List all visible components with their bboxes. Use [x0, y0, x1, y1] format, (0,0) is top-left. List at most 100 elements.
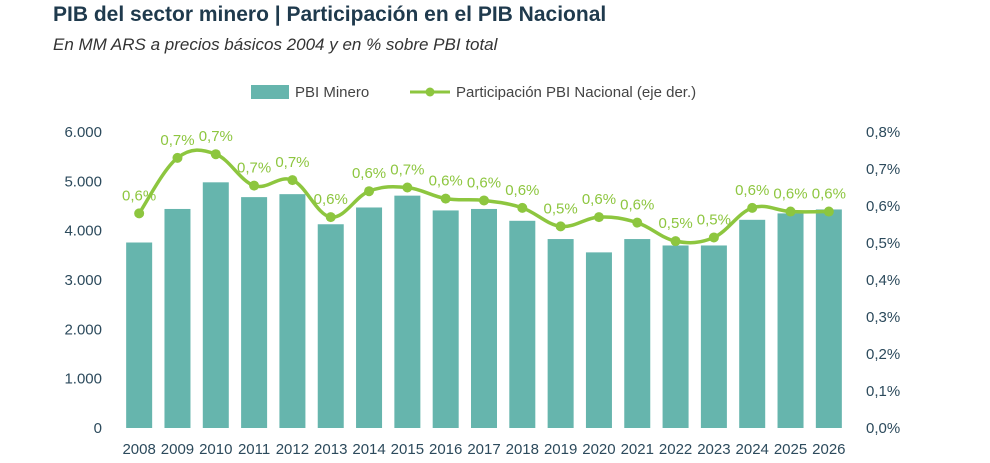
x-tick-label: 2021 [621, 441, 654, 458]
bar [432, 210, 459, 428]
line-marker [670, 236, 681, 247]
bar [585, 252, 612, 428]
data-label: 0,5% [697, 211, 731, 228]
line-marker [210, 149, 221, 160]
line-marker [402, 182, 413, 193]
bar [126, 242, 153, 428]
data-label: 0,6% [429, 173, 463, 190]
bar [662, 245, 689, 428]
bar [317, 224, 344, 428]
data-label: 0,6% [812, 186, 846, 203]
y-right-tick-label: 0,1% [866, 383, 900, 400]
data-label: 0,6% [773, 186, 807, 203]
y-right-tick-label: 0,3% [866, 309, 900, 326]
line-marker [632, 217, 643, 228]
x-tick-label: 2020 [582, 441, 615, 458]
data-label: 0,5% [658, 215, 692, 232]
bar [164, 208, 191, 428]
x-tick-label: 2024 [736, 441, 769, 458]
data-label: 0,7% [199, 128, 233, 145]
x-tick-label: 2026 [812, 441, 845, 458]
y-left-tick-label: 4.000 [64, 223, 102, 240]
y-right-tick-label: 0,2% [866, 346, 900, 363]
x-tick-label: 2015 [391, 441, 424, 458]
y-left-tick-label: 1.000 [64, 371, 102, 388]
line-marker [593, 212, 604, 223]
y-left-tick-label: 5.000 [64, 173, 102, 190]
x-tick-label: 2011 [238, 441, 270, 458]
line-marker [708, 232, 719, 243]
bar [241, 197, 268, 428]
y-left-tick-label: 3.000 [64, 272, 102, 289]
x-tick-label: 2013 [314, 441, 347, 458]
x-tick-label: 2025 [774, 441, 807, 458]
bar [471, 208, 497, 428]
x-tick-label: 2023 [697, 441, 730, 458]
legend: PBI Minero Participación PBI Nacional (e… [251, 84, 696, 101]
bar [394, 195, 421, 428]
line-marker [747, 202, 758, 213]
bar [739, 219, 766, 428]
x-tick-label: 2014 [352, 441, 385, 458]
bar [509, 220, 536, 428]
legend-label-bar: PBI Minero [295, 84, 369, 101]
data-label: 0,6% [352, 165, 386, 182]
x-tick-label: 2008 [122, 441, 155, 458]
y-axis-right: 0,0% 0,1% 0,2% 0,3% 0,4% 0,5% 0,6% 0,7% 0,8% [866, 124, 900, 437]
y-right-tick-label: 0,8% [866, 124, 900, 141]
bar [279, 194, 306, 428]
line-marker [555, 221, 566, 232]
bar [356, 207, 383, 428]
data-label: 0,7% [390, 162, 424, 179]
data-label: 0,6% [467, 174, 501, 191]
line-marker [517, 202, 528, 213]
line-marker [785, 206, 796, 217]
chart-subtitle: En MM ARS a precios básicos 2004 y en % … [53, 35, 498, 54]
line-marker [172, 152, 183, 163]
data-label: 0,7% [237, 160, 271, 177]
bar [624, 239, 651, 428]
bar-series [126, 182, 842, 428]
data-label: 0,6% [582, 191, 616, 208]
data-label: 0,6% [122, 187, 156, 204]
data-label: 0,5% [544, 200, 578, 217]
bar [777, 213, 804, 428]
data-label: 0,6% [620, 197, 654, 214]
data-label: 0,7% [160, 132, 194, 149]
x-tick-label: 2016 [429, 441, 462, 458]
line-marker [325, 212, 336, 223]
data-labels: 0,6%0,7% 0,7%0,7% 0,7%0,6%0,6% 0,7%0,6% 0,6%… [122, 128, 846, 232]
bar [700, 245, 727, 428]
line-marker [249, 180, 260, 191]
y-right-tick-label: 0,5% [866, 235, 900, 252]
line-marker [364, 186, 375, 197]
legend-swatch-bar [251, 85, 289, 99]
x-axis: 2008 2009 2010 2011 2012 2013 2014 2015 2016 2017… [122, 441, 845, 458]
line-marker [440, 193, 451, 204]
data-label: 0,6% [314, 191, 348, 208]
data-label: 0,7% [275, 154, 309, 171]
x-tick-label: 2017 [467, 441, 500, 458]
y-right-tick-label: 0,7% [866, 161, 900, 178]
x-tick-label: 2019 [544, 441, 577, 458]
x-tick-label: 2009 [161, 441, 194, 458]
legend-label-line: Participación PBI Nacional (eje der.) [456, 84, 696, 101]
bar [202, 182, 229, 428]
line-marker [134, 208, 145, 219]
x-tick-label: 2022 [659, 441, 692, 458]
y-right-tick-label: 0,6% [866, 198, 900, 215]
x-tick-label: 2010 [199, 441, 232, 458]
line-marker [287, 175, 298, 186]
y-left-tick-label: 2.000 [64, 321, 102, 338]
y-axis-left: 0 1.000 2.000 3.000 4.000 5.000 6.000 [64, 124, 102, 437]
line-markers [134, 149, 834, 247]
data-label: 0,6% [735, 182, 769, 199]
y-left-tick-label: 0 [94, 420, 102, 437]
x-tick-label: 2012 [276, 441, 309, 458]
data-label: 0,6% [505, 182, 539, 199]
bar [815, 209, 842, 428]
bar [547, 239, 574, 428]
legend-swatch-marker [425, 87, 435, 97]
x-tick-label: 2018 [506, 441, 539, 458]
